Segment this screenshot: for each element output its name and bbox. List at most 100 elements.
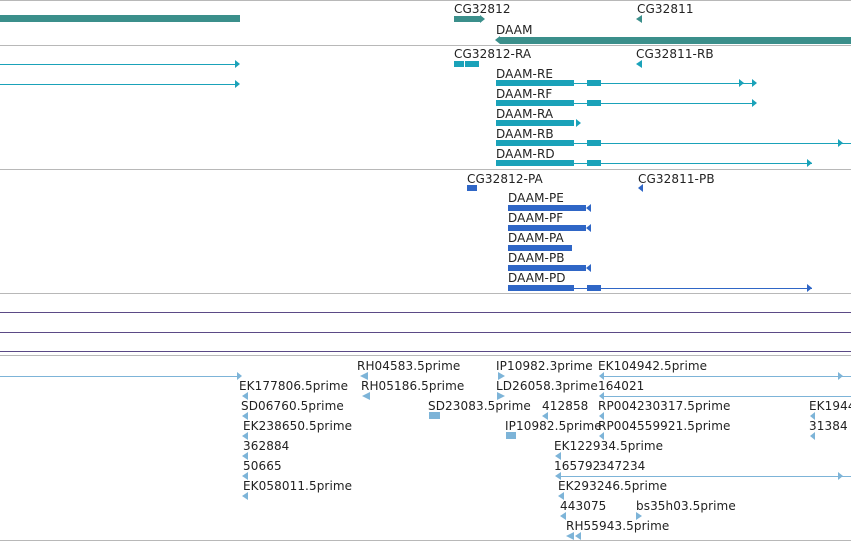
transcript-line[interactable] <box>574 163 812 164</box>
transcript-exons[interactable] <box>496 120 574 126</box>
est-label[interactable]: SD06760.5prime <box>241 399 344 413</box>
est-feature[interactable] <box>558 492 564 500</box>
gene-label[interactable]: CG32811 <box>637 2 694 16</box>
transcript-cg32811-rb[interactable] <box>636 60 642 68</box>
est-label[interactable]: IP10982.5prime <box>505 419 602 433</box>
est-feature[interactable] <box>599 432 604 440</box>
protein-label[interactable]: CG32812-PA <box>467 172 543 186</box>
est-feature[interactable] <box>506 432 516 439</box>
est-feature[interactable] <box>555 452 561 460</box>
est-label[interactable]: EK122934.5prime <box>554 439 664 453</box>
protein-exons[interactable] <box>508 245 572 251</box>
gene-feature[interactable] <box>0 15 240 22</box>
est-line[interactable] <box>0 376 238 377</box>
est-feature[interactable] <box>542 412 548 420</box>
est-label[interactable]: bs35h03.5prime <box>636 499 736 513</box>
est-feature[interactable] <box>599 392 604 400</box>
transcript-line[interactable] <box>0 64 238 65</box>
est-feature[interactable] <box>242 472 248 480</box>
transcript-exons[interactable] <box>496 140 574 146</box>
est-label[interactable]: EK177806.5prime <box>239 379 349 393</box>
est-feature[interactable] <box>242 412 248 420</box>
est-feature[interactable] <box>599 372 604 380</box>
transcript-exon[interactable] <box>454 61 464 67</box>
gene-label[interactable]: DAAM <box>496 23 533 37</box>
est-label[interactable]: RH55943.5prime <box>566 519 670 533</box>
transcript-exons[interactable] <box>496 80 574 86</box>
est-feature[interactable] <box>242 392 248 400</box>
est-feature[interactable] <box>575 532 581 540</box>
transcript-exons[interactable] <box>496 160 574 166</box>
est-feature[interactable] <box>810 432 815 440</box>
transcript-line[interactable] <box>574 83 756 84</box>
protein-exons[interactable] <box>508 265 586 271</box>
est-label[interactable]: 165792 <box>554 459 601 473</box>
est-feature[interactable] <box>429 412 440 419</box>
protein-exons[interactable] <box>508 205 586 211</box>
est-label[interactable]: EK238650.5prime <box>243 419 353 433</box>
protein-label[interactable]: DAAM-PB <box>508 251 565 265</box>
est-label[interactable]: RH05186.5prime <box>361 379 465 393</box>
transcript-label[interactable]: CG32812-RA <box>454 47 532 61</box>
transcript-line[interactable] <box>574 143 851 144</box>
est-label[interactable]: EK1944 <box>809 399 851 413</box>
protein-exons[interactable] <box>508 225 586 231</box>
est-feature[interactable] <box>498 372 505 380</box>
est-label[interactable]: 50665 <box>243 459 282 473</box>
est-label[interactable]: RP004559921.5prime <box>598 419 731 433</box>
est-label[interactable]: LD26058.3prime <box>496 379 598 393</box>
est-label[interactable]: IP10982.3prime <box>496 359 593 373</box>
est-label[interactable]: EK293246.5prime <box>558 479 668 493</box>
transcript-exons[interactable] <box>496 100 574 106</box>
est-line[interactable] <box>600 396 851 397</box>
est-feature[interactable] <box>242 452 248 460</box>
est-label[interactable]: 31384 <box>809 419 848 433</box>
transcript-label[interactable]: DAAM-RD <box>496 147 555 161</box>
gene-label[interactable]: CG32812 <box>454 2 511 16</box>
protein-feature-cg32811-pb[interactable] <box>638 184 643 192</box>
gene-feature-cg32812[interactable] <box>454 16 480 22</box>
protein-label[interactable]: DAAM-PD <box>508 271 566 285</box>
protein-feature-cg32812-pa[interactable] <box>467 185 477 191</box>
est-feature[interactable] <box>566 532 574 540</box>
gene-feature-daam[interactable] <box>500 37 851 44</box>
est-feature[interactable] <box>560 512 566 520</box>
est-label[interactable]: EK058011.5prime <box>243 479 353 493</box>
protein-exons[interactable] <box>508 285 574 291</box>
est-label[interactable]: RH04583.5prime <box>357 359 461 373</box>
protein-label[interactable]: DAAM-PE <box>508 191 564 205</box>
strand-arrow-icon <box>838 372 843 380</box>
gene-feature-cg32811[interactable] <box>636 15 642 23</box>
transcript-label[interactable]: CG32811-RB <box>636 47 714 61</box>
protein-label[interactable]: DAAM-PF <box>508 211 564 225</box>
est-feature[interactable] <box>810 412 815 420</box>
est-label[interactable]: SD23083.5prime <box>428 399 531 413</box>
est-label[interactable]: 443075 <box>560 499 607 513</box>
protein-label[interactable]: DAAM-PA <box>508 231 564 245</box>
transcript-label[interactable]: DAAM-RB <box>496 127 554 141</box>
est-label[interactable]: 362884 <box>243 439 290 453</box>
protein-label[interactable]: CG32811-PB <box>638 172 715 186</box>
est-label[interactable]: RP004230317.5prime <box>598 399 731 413</box>
est-label[interactable]: 347234 <box>599 459 646 473</box>
est-feature[interactable] <box>362 392 370 400</box>
est-label[interactable]: 164021 <box>598 379 645 393</box>
est-feature[interactable] <box>636 512 642 520</box>
transcript-line[interactable] <box>574 103 756 104</box>
transcript-label[interactable]: DAAM-RA <box>496 107 554 121</box>
protein-line[interactable] <box>574 288 812 289</box>
est-label[interactable]: EK104942.5prime <box>598 359 708 373</box>
est-line[interactable] <box>560 476 851 477</box>
transcript-label[interactable]: DAAM-RF <box>496 87 553 101</box>
est-feature[interactable] <box>360 372 368 380</box>
est-feature[interactable] <box>555 472 561 480</box>
est-feature[interactable] <box>497 392 505 400</box>
est-feature[interactable] <box>599 412 604 420</box>
est-label[interactable]: 412858 <box>542 399 589 413</box>
est-feature[interactable] <box>242 492 248 500</box>
transcript-line[interactable] <box>0 84 238 85</box>
est-line[interactable] <box>600 376 851 377</box>
est-feature[interactable] <box>242 432 248 440</box>
transcript-exon[interactable] <box>465 61 479 67</box>
transcript-label[interactable]: DAAM-RE <box>496 67 554 81</box>
